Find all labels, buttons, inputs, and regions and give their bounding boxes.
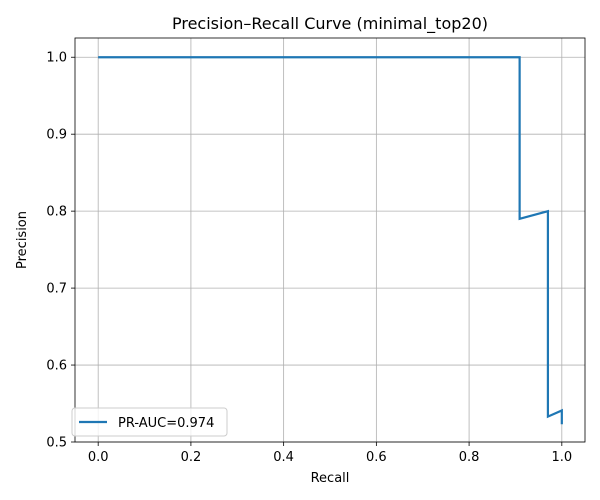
x-ticks: 0.0 0.2 0.4 0.6 0.8 1.0 bbox=[88, 442, 572, 465]
y-axis-label: Precision bbox=[15, 211, 30, 269]
y-tick-label: 0.8 bbox=[46, 205, 67, 220]
x-tick-label: 0.8 bbox=[459, 450, 480, 465]
x-tick-label: 0.2 bbox=[181, 450, 202, 465]
x-tick-label: 1.0 bbox=[551, 450, 572, 465]
y-tick-label: 0.9 bbox=[46, 128, 67, 143]
axes-frame bbox=[74, 37, 586, 443]
y-tick-label: 0.5 bbox=[46, 436, 67, 451]
y-tick-label: 1.0 bbox=[46, 51, 67, 66]
y-tick-label: 0.6 bbox=[46, 359, 67, 374]
y-ticks: 0.5 0.6 0.7 0.8 0.9 1.0 bbox=[46, 51, 75, 451]
x-tick-label: 0.0 bbox=[88, 450, 109, 465]
x-tick-label: 0.6 bbox=[366, 450, 387, 465]
y-tick-label: 0.7 bbox=[46, 282, 67, 297]
legend: PR-AUC=0.974 bbox=[71, 407, 228, 437]
x-axis-label: Recall bbox=[311, 471, 350, 486]
legend-label: PR-AUC=0.974 bbox=[118, 416, 214, 431]
series-line bbox=[98, 56, 563, 425]
series-layer bbox=[98, 56, 563, 425]
grid bbox=[75, 38, 585, 443]
chart-title: Precision–Recall Curve (minimal_top20) bbox=[172, 14, 488, 34]
x-tick-label: 0.4 bbox=[273, 450, 294, 465]
legend-box bbox=[71, 407, 228, 437]
